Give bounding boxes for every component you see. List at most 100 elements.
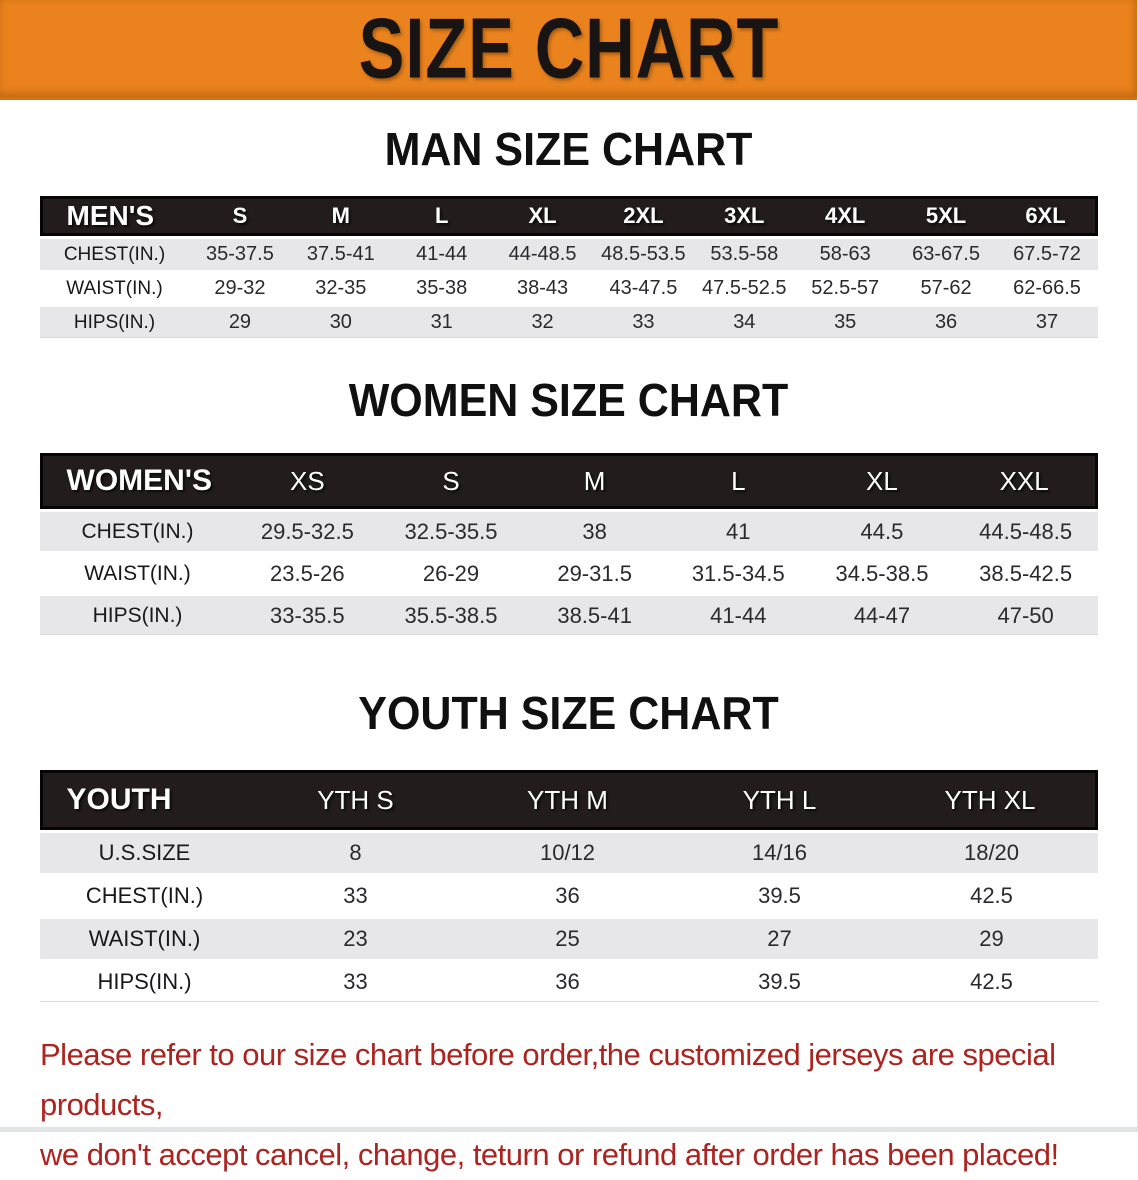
size-header-cell: 3XL bbox=[693, 196, 795, 236]
value-cell: 36 bbox=[895, 307, 997, 338]
table-title-cell: WOMEN'S bbox=[39, 453, 236, 509]
value-cell: 47.5-52.5 bbox=[693, 273, 795, 304]
value-cell: 44.5-48.5 bbox=[953, 512, 1098, 551]
value-cell: 32 bbox=[492, 307, 593, 338]
value-cell: 34 bbox=[693, 307, 795, 338]
value-cell: 32.5-35.5 bbox=[379, 512, 523, 551]
value-cell: 8 bbox=[249, 833, 462, 873]
youth-section-heading: YOUTH SIZE CHART bbox=[358, 688, 779, 740]
disclaimer-line-2: we don't accept cancel, change, teturn o… bbox=[40, 1137, 1059, 1172]
value-cell: 41 bbox=[666, 512, 811, 551]
value-cell: 18/20 bbox=[885, 833, 1098, 873]
value-cell: 42.5 bbox=[885, 876, 1098, 916]
table-header-row: YOUTH YTH S YTH M YTH L YTH XL bbox=[39, 770, 1098, 830]
table-row: HIPS(IN.) 29 30 31 32 33 34 35 36 37 bbox=[39, 307, 1098, 338]
row-label-cell: CHEST(IN.) bbox=[39, 512, 236, 551]
value-cell: 35-37.5 bbox=[189, 239, 291, 270]
size-header-cell: XL bbox=[810, 453, 954, 509]
value-cell: 63-67.5 bbox=[895, 239, 997, 270]
bottom-edge bbox=[0, 1127, 1137, 1132]
value-cell: 41-44 bbox=[391, 239, 493, 270]
row-label-cell: HIPS(IN.) bbox=[39, 596, 236, 635]
row-label-cell: HIPS(IN.) bbox=[39, 962, 250, 1002]
row-label-cell: CHEST(IN.) bbox=[39, 239, 190, 270]
row-label-cell: U.S.SIZE bbox=[39, 833, 250, 873]
size-header-cell: M bbox=[522, 453, 667, 509]
value-cell: 35 bbox=[794, 307, 896, 338]
value-cell: 57-62 bbox=[895, 273, 997, 304]
value-cell: 36 bbox=[461, 876, 674, 916]
size-header-cell: S bbox=[379, 453, 523, 509]
size-header-cell: S bbox=[189, 196, 291, 236]
size-header-cell: L bbox=[666, 453, 811, 509]
table-row: WAIST(IN.) 29-32 32-35 35-38 38-43 43-47.5 47.… bbox=[39, 273, 1098, 304]
table-row: HIPS(IN.) 33 36 39.5 42.5 bbox=[39, 962, 1098, 1002]
page-title: SIZE CHART bbox=[358, 0, 779, 97]
value-cell: 42.5 bbox=[885, 962, 1098, 1002]
value-cell: 23 bbox=[249, 919, 462, 959]
youth-section: YOUTH SIZE CHART YOUTH YTH S YTH M YTH L YTH… bbox=[0, 688, 1137, 1005]
table-row: WAIST(IN.) 23 25 27 29 bbox=[39, 919, 1098, 959]
table-row: U.S.SIZE 8 10/12 14/16 18/20 bbox=[39, 833, 1098, 873]
row-label-cell: HIPS(IN.) bbox=[39, 307, 190, 338]
value-cell: 34.5-38.5 bbox=[810, 554, 954, 593]
row-label-cell: WAIST(IN.) bbox=[39, 554, 236, 593]
value-cell: 32-35 bbox=[290, 273, 392, 304]
value-cell: 29.5-32.5 bbox=[235, 512, 380, 551]
value-cell: 67.5-72 bbox=[996, 239, 1098, 270]
value-cell: 25 bbox=[461, 919, 674, 959]
table-title-cell: MEN'S bbox=[39, 196, 190, 236]
row-label-cell: WAIST(IN.) bbox=[39, 273, 190, 304]
size-header-cell: M bbox=[290, 196, 392, 236]
table-row: CHEST(IN.) 33 36 39.5 42.5 bbox=[39, 876, 1098, 916]
men-section: MAN SIZE CHART MEN'S S M L XL 2XL 3XL 4XL 5XL 6XL… bbox=[0, 124, 1137, 341]
value-cell: 23.5-26 bbox=[235, 554, 380, 593]
value-cell: 48.5-53.5 bbox=[593, 239, 694, 270]
disclaimer-line-1: Please refer to our size chart before or… bbox=[40, 1037, 1056, 1122]
value-cell: 26-29 bbox=[379, 554, 523, 593]
size-header-cell: XXL bbox=[953, 453, 1098, 509]
value-cell: 33-35.5 bbox=[235, 596, 380, 635]
size-header-cell: 4XL bbox=[794, 196, 896, 236]
men-section-heading: MAN SIZE CHART bbox=[384, 124, 753, 176]
value-cell: 33 bbox=[249, 876, 462, 916]
size-header-cell: YTH L bbox=[673, 770, 886, 830]
value-cell: 38.5-41 bbox=[522, 596, 667, 635]
women-size-table: WOMEN'S XS S M L XL XXL CHEST(IN.) 29.5-32.5 32.5… bbox=[39, 450, 1098, 638]
women-section-heading: WOMEN SIZE CHART bbox=[348, 375, 789, 427]
value-cell: 27 bbox=[673, 919, 886, 959]
value-cell: 44.5 bbox=[810, 512, 954, 551]
value-cell: 53.5-58 bbox=[693, 239, 795, 270]
value-cell: 29-32 bbox=[189, 273, 291, 304]
value-cell: 38-43 bbox=[492, 273, 593, 304]
value-cell: 47-50 bbox=[953, 596, 1098, 635]
size-header-cell: YTH XL bbox=[885, 770, 1098, 830]
value-cell: 62-66.5 bbox=[996, 273, 1098, 304]
value-cell: 29 bbox=[189, 307, 291, 338]
value-cell: 10/12 bbox=[461, 833, 674, 873]
size-header-cell: XS bbox=[235, 453, 380, 509]
size-header-cell: L bbox=[391, 196, 493, 236]
table-title-cell: YOUTH bbox=[39, 770, 250, 830]
value-cell: 38 bbox=[522, 512, 667, 551]
value-cell: 37.5-41 bbox=[290, 239, 392, 270]
value-cell: 39.5 bbox=[673, 876, 886, 916]
disclaimer-note: Please refer to our size chart before or… bbox=[40, 1030, 1107, 1180]
value-cell: 31 bbox=[391, 307, 493, 338]
table-row: WAIST(IN.) 23.5-26 26-29 29-31.5 31.5-34.5 34… bbox=[39, 554, 1098, 593]
size-header-cell: YTH S bbox=[249, 770, 462, 830]
value-cell: 39.5 bbox=[673, 962, 886, 1002]
table-row: CHEST(IN.) 29.5-32.5 32.5-35.5 38 41 44.5 44.5… bbox=[39, 512, 1098, 551]
youth-size-table: YOUTH YTH S YTH M YTH L YTH XL U.S.SIZE 8 10/12… bbox=[39, 767, 1098, 1005]
table-row: CHEST(IN.) 35-37.5 37.5-41 41-44 44-48.5 48.5… bbox=[39, 239, 1098, 270]
size-header-cell: 5XL bbox=[895, 196, 997, 236]
size-header-cell: YTH M bbox=[461, 770, 674, 830]
size-header-cell: XL bbox=[492, 196, 593, 236]
value-cell: 37 bbox=[996, 307, 1098, 338]
value-cell: 52.5-57 bbox=[794, 273, 896, 304]
size-header-cell: 6XL bbox=[996, 196, 1098, 236]
table-header-row: MEN'S S M L XL 2XL 3XL 4XL 5XL 6XL bbox=[39, 196, 1098, 236]
table-header-row: WOMEN'S XS S M L XL XXL bbox=[39, 453, 1098, 509]
row-label-cell: WAIST(IN.) bbox=[39, 919, 250, 959]
